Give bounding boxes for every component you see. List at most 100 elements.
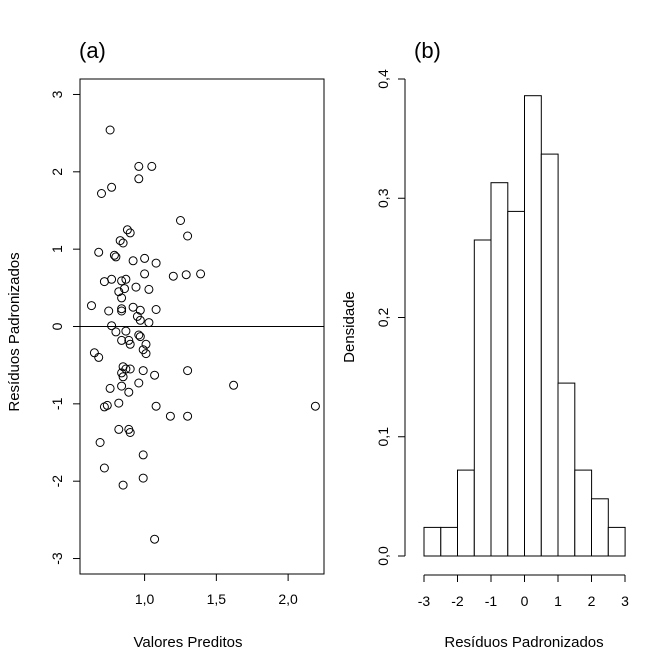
x-tick-label: -2 [451, 593, 464, 609]
x-tick-label: 1 [554, 593, 562, 609]
data-point [183, 411, 193, 421]
data-point [125, 364, 135, 374]
histogram-x-axis-title: Resíduos Padronizados [444, 634, 603, 651]
data-point [134, 161, 144, 171]
data-point [111, 252, 121, 262]
data-point [128, 256, 138, 266]
data-point [147, 161, 157, 171]
y-tick-label: -2 [49, 475, 65, 488]
data-point [115, 236, 125, 246]
data-point [168, 271, 178, 281]
data-point [117, 306, 127, 316]
histogram-x-axis: -3 -2 -1 0 1 2 3 [418, 574, 629, 609]
data-point [229, 380, 239, 390]
histogram-bars [423, 95, 626, 557]
y-tick-label: 0,3 [375, 188, 391, 208]
histogram-bar [557, 382, 576, 557]
data-point [135, 305, 145, 315]
data-point [99, 402, 109, 412]
data-point [144, 318, 154, 328]
data-point [117, 293, 127, 303]
y-tick-label: 0,1 [375, 427, 391, 447]
y-tick-label: 0,2 [375, 308, 391, 328]
data-point [134, 330, 144, 340]
data-point [104, 306, 114, 316]
data-point [140, 269, 150, 279]
histogram-bar [591, 498, 609, 557]
data-point [117, 368, 127, 378]
data-point [118, 238, 128, 248]
data-point [125, 428, 135, 437]
data-point [117, 304, 127, 314]
histogram-bar [473, 239, 492, 557]
histogram-bar [440, 526, 459, 557]
data-point [196, 269, 206, 279]
data-point [310, 401, 320, 411]
data-point [107, 321, 117, 331]
data-point [150, 370, 160, 380]
data-point [94, 247, 104, 257]
x-tick-label: 1,5 [207, 591, 227, 607]
y-tick-label: 1 [49, 245, 65, 253]
histogram-bar [423, 526, 442, 557]
data-point [135, 315, 145, 325]
data-point [138, 473, 148, 483]
x-tick-label: 2,0 [278, 591, 298, 607]
data-point [138, 450, 148, 460]
scatter-y-axis-title: Resíduos Padronizados [6, 252, 23, 411]
data-point [140, 253, 150, 263]
data-point [99, 463, 109, 473]
data-point [95, 438, 105, 447]
data-point [124, 387, 134, 397]
x-tick-label: 2 [588, 593, 596, 609]
scatter-points [87, 125, 320, 544]
histogram-bar [507, 210, 526, 557]
data-point [89, 348, 99, 358]
data-point [121, 326, 131, 336]
histogram-bar [607, 526, 626, 557]
data-point [122, 225, 132, 235]
data-point [150, 534, 160, 544]
data-point [135, 332, 145, 342]
data-point [141, 349, 151, 359]
data-point [99, 277, 109, 287]
data-point [114, 398, 124, 408]
data-point [131, 282, 141, 292]
scatter-y-axis: -3 -2 -1 0 1 2 3 [49, 90, 80, 565]
data-point [134, 174, 144, 184]
data-point [97, 189, 106, 198]
data-point [117, 381, 127, 391]
histogram-bar [457, 469, 475, 557]
data-point [117, 335, 127, 345]
y-tick-label: 0 [49, 322, 65, 330]
panel-a-label: (a) [79, 38, 106, 63]
data-point [151, 258, 161, 268]
data-point [151, 305, 161, 314]
data-point [114, 424, 124, 434]
scatter-x-axis: 1,0 1,5 2,0 [135, 574, 298, 607]
histogram-bar [524, 95, 542, 557]
data-point [181, 270, 191, 280]
data-point [118, 480, 128, 490]
data-point [118, 372, 128, 382]
data-point [183, 366, 193, 376]
x-tick-label: 1,0 [135, 591, 155, 607]
histogram-bar [490, 182, 509, 557]
y-tick-label: 0,4 [375, 69, 391, 89]
data-point [165, 411, 175, 421]
scatter-panel: (a) 1,0 1,5 2,0 -3 -2 -1 0 1 2 3 Valores Predito… [6, 38, 325, 651]
histogram-bar [574, 469, 593, 557]
y-tick-label: 3 [49, 90, 65, 98]
data-point [117, 276, 127, 286]
data-point [121, 274, 131, 284]
data-point [120, 284, 129, 294]
data-point [125, 228, 135, 238]
x-tick-label: 3 [621, 593, 629, 609]
data-point [111, 327, 121, 337]
data-point [125, 339, 135, 349]
y-tick-label: -3 [49, 552, 65, 565]
data-point [114, 287, 124, 297]
y-tick-label: -1 [49, 397, 65, 410]
data-point [105, 383, 115, 393]
